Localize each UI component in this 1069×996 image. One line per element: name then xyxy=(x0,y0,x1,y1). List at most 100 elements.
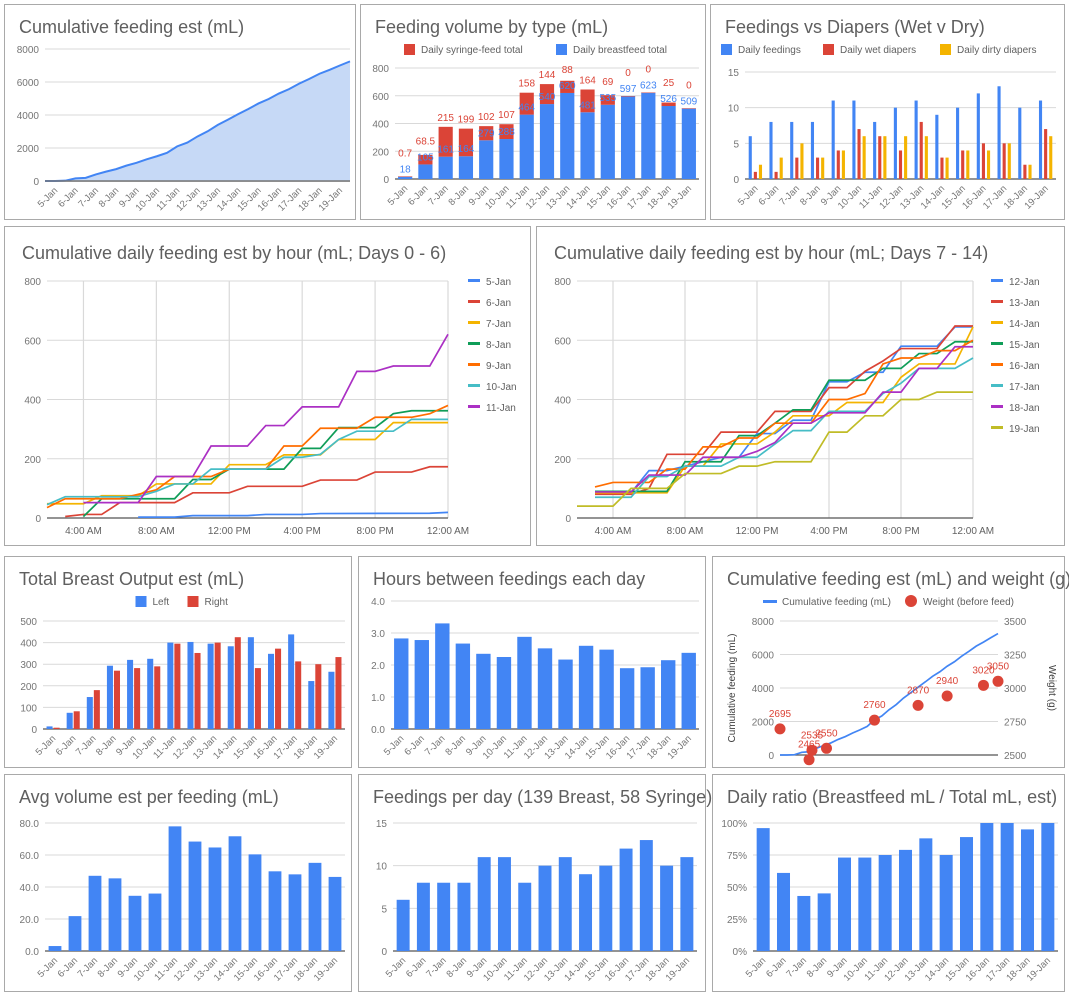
chart-avg-volume: 0.020.040.060.080.05-Jan6-Jan7-Jan8-Jan9… xyxy=(20,819,345,984)
bar xyxy=(940,157,944,179)
x-tick-label: 8:00 PM xyxy=(882,526,919,537)
x-tick-label: 7-Jan xyxy=(424,955,449,980)
y-tick-label: 0 xyxy=(31,725,37,736)
bar xyxy=(1023,164,1027,179)
card-breast-output: Total Breast Output est (mL) 0 100 200 300 4… xyxy=(4,556,352,768)
chart-title: Cumulative daily feeding est by hour (mL… xyxy=(554,243,989,263)
bar xyxy=(883,136,887,179)
card-feedings-vs-diapers: Feedings vs Diapers (Wet v Dry) 0 5 10 15 Da… xyxy=(710,4,1065,220)
bar xyxy=(438,156,453,179)
bar xyxy=(214,642,221,729)
bar xyxy=(418,154,433,165)
data-label: 69 xyxy=(602,77,614,88)
chart-hourly-days-0-6: 4:00 AM 8:00 AM 12:00 PM 4:00 PM 8:00 PM 12:0… xyxy=(24,277,516,537)
chart-title: Feedings vs Diapers (Wet v Dry) xyxy=(725,17,985,37)
legend-label: Daily wet diapers xyxy=(840,45,916,56)
bar xyxy=(797,895,811,951)
bar xyxy=(227,646,234,729)
legend-swatch xyxy=(468,342,480,345)
bar xyxy=(810,121,815,179)
bar xyxy=(558,857,572,951)
bar xyxy=(817,893,831,951)
y-tick-label: 8000 xyxy=(17,45,40,56)
bar xyxy=(134,668,141,729)
x-tick-label: 8-Jan xyxy=(446,183,471,208)
series-line xyxy=(595,345,973,493)
legend-label: 6-Jan xyxy=(486,298,511,309)
x-tick-label: 12:00 AM xyxy=(952,526,994,537)
chart-feedings-vs-diapers: 0 5 10 15 Daily feedings Daily wet diapers Dai… xyxy=(721,44,1056,212)
bar xyxy=(600,95,615,105)
x-tick-label: 7-Jan xyxy=(426,183,451,208)
bar xyxy=(599,865,613,951)
bar xyxy=(1007,143,1011,179)
bar xyxy=(1020,829,1035,951)
data-label: 2695 xyxy=(769,709,792,720)
y-right-tick-label: 2750 xyxy=(1004,718,1027,729)
bar xyxy=(73,711,80,729)
y-tick-label: 15 xyxy=(728,68,740,79)
x-tick-label: 6-Jan xyxy=(54,733,79,758)
legend-label: 11-Jan xyxy=(486,403,516,414)
bar xyxy=(862,136,866,179)
bar xyxy=(619,848,633,951)
legend-label: Daily dirty diapers xyxy=(957,45,1036,56)
bar xyxy=(517,636,532,729)
x-tick-label: 6-Jan xyxy=(764,955,789,980)
bar xyxy=(795,157,799,179)
x-tick-label: 12:00 AM xyxy=(427,526,469,537)
y-tick-label: 200 xyxy=(372,147,389,158)
bar xyxy=(499,139,514,179)
bar xyxy=(790,121,794,179)
x-tick-label: 19-Jan xyxy=(1022,183,1050,211)
y-tick-label: 0 xyxy=(733,175,739,186)
legend-label: Cumulative feeding (mL) xyxy=(782,597,891,608)
chart-title: Cumulative daily feeding est by hour (mL… xyxy=(22,243,447,263)
bar xyxy=(852,100,856,179)
bar xyxy=(898,849,913,951)
legend-swatch xyxy=(905,595,917,607)
series-line xyxy=(83,333,449,504)
bar xyxy=(458,156,474,179)
series-line xyxy=(595,357,974,499)
weight-point xyxy=(992,675,1004,687)
legend-label: Left xyxy=(153,597,170,608)
bar xyxy=(288,874,302,951)
series-line xyxy=(595,325,973,496)
x-tick-label: 7-Jan xyxy=(76,185,101,210)
y-tick-label: 0% xyxy=(733,947,748,958)
bar xyxy=(93,690,100,729)
chart-title: Avg volume est per feeding (mL) xyxy=(19,787,279,807)
x-tick-label: 7-Jan xyxy=(784,955,809,980)
bar xyxy=(976,93,980,179)
legend-label: 15-Jan xyxy=(1009,340,1040,351)
bar xyxy=(1038,100,1043,179)
y-right-tick-label: 3000 xyxy=(1004,684,1027,695)
y-tick-label: 100% xyxy=(721,819,747,830)
bar xyxy=(315,664,322,729)
card-feedings-per-day: Feedings per day (139 Breast, 58 Syringe… xyxy=(358,774,712,992)
legend-swatch xyxy=(468,300,480,303)
data-label: 88 xyxy=(562,65,574,76)
data-label: 623 xyxy=(640,81,657,92)
bar xyxy=(966,150,970,179)
bar xyxy=(128,895,142,951)
legend-label: Daily syringe-feed total xyxy=(421,45,523,56)
y-tick-label: 4000 xyxy=(17,111,40,122)
y-tick-label: 2000 xyxy=(752,718,775,729)
series-line xyxy=(45,60,351,182)
legend-swatch xyxy=(404,44,415,55)
x-tick-label: 8-Jan xyxy=(805,955,830,980)
bar xyxy=(578,645,594,729)
x-tick-label: 6-Jan xyxy=(404,955,429,980)
data-label: 158 xyxy=(518,79,535,90)
bar xyxy=(88,875,102,951)
bar xyxy=(661,660,676,729)
card-cumulative-vs-weight: Cumulative feeding est (mL) and weight (… xyxy=(712,556,1069,768)
chart-title: Total Breast Output est (mL) xyxy=(19,569,245,589)
series-line xyxy=(65,465,448,518)
legend-swatch xyxy=(468,405,480,408)
x-tick-label: 8-Jan xyxy=(443,733,468,758)
bar xyxy=(208,847,222,951)
bar xyxy=(748,136,752,179)
